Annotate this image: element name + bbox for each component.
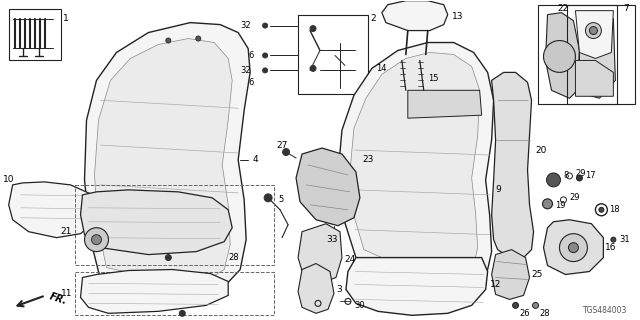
Text: 15: 15	[428, 74, 438, 83]
Circle shape	[84, 228, 108, 252]
Text: 31: 31	[620, 235, 630, 244]
Text: 14: 14	[376, 64, 387, 73]
Circle shape	[543, 41, 575, 72]
Bar	[74, 185, 274, 265]
Text: 12: 12	[490, 280, 501, 289]
Text: 24: 24	[344, 255, 355, 264]
Text: 5: 5	[278, 195, 284, 204]
Circle shape	[599, 207, 604, 212]
Text: 2: 2	[370, 14, 376, 23]
Text: 7: 7	[623, 4, 629, 13]
Text: 8: 8	[563, 172, 569, 180]
Polygon shape	[81, 190, 232, 255]
Bar	[538, 5, 618, 104]
Text: 16: 16	[605, 243, 617, 252]
Circle shape	[310, 26, 316, 32]
Circle shape	[559, 234, 588, 261]
Text: 29: 29	[575, 169, 586, 179]
Text: 28: 28	[540, 309, 550, 318]
Text: 4: 4	[252, 156, 258, 164]
Polygon shape	[575, 11, 613, 59]
Polygon shape	[382, 1, 448, 31]
Bar	[74, 271, 274, 315]
Polygon shape	[338, 43, 493, 282]
Text: 33: 33	[326, 235, 337, 244]
Text: 21: 21	[61, 227, 72, 236]
Circle shape	[611, 237, 616, 242]
Text: 6: 6	[248, 51, 253, 60]
Polygon shape	[408, 90, 482, 118]
Polygon shape	[95, 38, 232, 284]
Circle shape	[165, 255, 172, 260]
Bar	[568, 5, 636, 104]
Circle shape	[262, 53, 268, 58]
Circle shape	[310, 65, 316, 71]
Polygon shape	[492, 250, 529, 300]
Text: 27: 27	[276, 140, 287, 149]
Polygon shape	[543, 220, 604, 275]
Circle shape	[196, 36, 201, 41]
Circle shape	[264, 194, 272, 202]
Circle shape	[262, 68, 268, 73]
Bar	[9, 9, 61, 60]
Text: 19: 19	[556, 201, 566, 210]
Circle shape	[513, 302, 518, 308]
Circle shape	[283, 148, 289, 156]
Circle shape	[92, 235, 102, 244]
Circle shape	[532, 302, 538, 308]
Text: 28: 28	[228, 253, 239, 262]
Text: 10: 10	[3, 175, 14, 184]
Text: 6: 6	[248, 78, 253, 87]
Text: 32: 32	[240, 21, 251, 30]
Polygon shape	[492, 72, 534, 258]
Text: 11: 11	[61, 289, 72, 298]
Text: 30: 30	[354, 301, 365, 310]
Text: 3: 3	[336, 285, 342, 294]
Polygon shape	[575, 60, 613, 96]
Polygon shape	[84, 23, 250, 292]
Polygon shape	[298, 224, 342, 284]
Polygon shape	[298, 264, 334, 313]
Circle shape	[577, 175, 582, 181]
Circle shape	[543, 199, 552, 209]
Bar	[298, 15, 368, 94]
Circle shape	[568, 243, 579, 252]
Text: 18: 18	[609, 205, 620, 214]
Polygon shape	[81, 269, 228, 313]
Text: 26: 26	[520, 309, 530, 318]
Circle shape	[586, 23, 602, 38]
Text: 13: 13	[452, 12, 463, 21]
Circle shape	[166, 38, 171, 43]
Text: 1: 1	[63, 14, 68, 23]
Polygon shape	[346, 258, 488, 315]
Text: 17: 17	[586, 172, 596, 180]
Text: 22: 22	[557, 4, 569, 13]
Polygon shape	[9, 182, 97, 238]
Polygon shape	[350, 52, 479, 276]
Polygon shape	[296, 148, 360, 226]
Text: 32: 32	[240, 66, 251, 75]
Polygon shape	[579, 15, 615, 98]
Polygon shape	[545, 13, 579, 98]
Circle shape	[589, 27, 597, 35]
Circle shape	[179, 310, 186, 316]
Text: 9: 9	[495, 185, 501, 194]
Circle shape	[547, 173, 561, 187]
Text: 25: 25	[532, 270, 543, 279]
Circle shape	[262, 23, 268, 28]
Text: 29: 29	[570, 193, 580, 202]
Text: TGS484003: TGS484003	[583, 306, 627, 315]
Text: 23: 23	[362, 156, 373, 164]
Text: 20: 20	[536, 146, 547, 155]
Text: FR.: FR.	[49, 292, 68, 307]
